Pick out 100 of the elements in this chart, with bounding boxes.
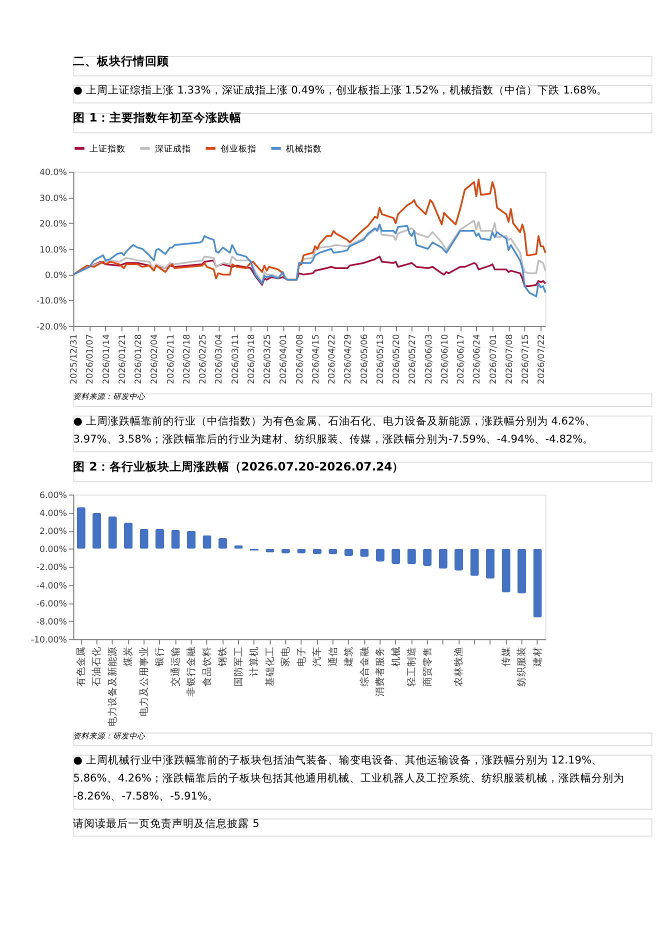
x-tick-label: 2026/05/13: [376, 334, 386, 384]
x-tick-label: 银行: [154, 646, 166, 668]
line-series: [72, 224, 546, 298]
x-tick-label: 有色金属: [74, 646, 87, 686]
legend-label: 机械指数: [286, 143, 322, 154]
x-tick-label: 2026/02/25: [198, 334, 209, 384]
bar: [155, 528, 164, 549]
x-tick-label: 国防军工: [232, 646, 244, 686]
bar: [486, 548, 495, 579]
bar: [108, 516, 117, 549]
x-tick-label: 钢铁: [216, 646, 229, 668]
y-tick-label: 2.00%: [39, 527, 67, 538]
bar: [517, 548, 526, 594]
x-tick-label: 电力及公用事业: [138, 646, 150, 716]
x-tick-label: 轻工制造: [406, 646, 418, 686]
bar: [124, 522, 133, 549]
x-tick-label: 2026/07/01: [488, 334, 499, 384]
x-tick-label: 通信: [326, 646, 339, 666]
x-tick-label: 2026/07/08: [504, 334, 515, 384]
bar: [533, 548, 542, 618]
x-tick-label: 煤炭: [122, 646, 134, 666]
x-tick-label: 2026/01/21: [118, 334, 128, 384]
y-tick-label: 30.0%: [39, 194, 67, 204]
x-tick-label: 2026/05/20: [392, 334, 402, 384]
text: 资料来源：研发中心: [73, 392, 146, 402]
x-tick-label: 2026/04/22: [328, 334, 338, 384]
y-tick-label: -2.00%: [36, 563, 67, 574]
text: 二、板块行情回顾: [73, 54, 170, 68]
x-tick-label: 汽车: [311, 646, 324, 666]
bar: [186, 530, 196, 549]
x-tick-label: 2026/06/17: [456, 334, 467, 384]
y-tick-label: -10.00%: [30, 636, 67, 646]
x-tick-label: 传媒: [500, 646, 512, 666]
x-tick-label: 2026/06/03: [424, 334, 434, 384]
x-tick-label: 2026/01/07: [86, 334, 96, 384]
x-tick-label: 综合金融: [358, 646, 370, 686]
bar: [76, 507, 86, 549]
x-tick-label: 2026/02/18: [182, 334, 192, 384]
chart-title: 图 2：各行业板块上周涨跌幅（2026.07.20-2026.07.24）: [73, 460, 404, 474]
chart-title: 图 1：主要指数年初至今涨跌幅: [73, 110, 242, 125]
y-tick-label: -4.00%: [36, 581, 67, 592]
x-tick-label: 2026/06/10: [440, 334, 450, 384]
x-tick-label: 2026/03/25: [263, 334, 274, 384]
x-tick-label: 2026/06/24: [472, 334, 483, 384]
x-tick-label: 商贸零售: [421, 646, 434, 686]
y-tick-label: 20.0%: [39, 220, 67, 230]
x-tick-label: 食品饮料: [200, 646, 213, 686]
x-tick-label: 2026/04/29: [344, 334, 354, 384]
y-tick-label: -6.00%: [36, 599, 67, 610]
text: ● 上周涨跌幅靠前的行业（中信指数）为有色金属、石油石化、电力设备及新能源，涨跌幅分别为 4.62%、3.97%、3.58%；涨跌幅靠后的行业为建材、纺织服装、传媒，涨跌幅分别为-7.59%、-4.94%、-4.82%。: [73, 414, 596, 446]
x-tick-label: 2025/12/31: [70, 334, 80, 384]
text: 资料来源：研发中心: [73, 731, 146, 740]
x-tick-label: 电力设备及新能源: [106, 646, 118, 726]
x-tick-label: 基础化工: [264, 646, 276, 686]
x-tick-label: 2026/07/22: [537, 334, 548, 384]
x-tick-label: 2026/04/15: [311, 334, 322, 384]
x-tick-label: 2026/02/11: [166, 334, 176, 384]
line-series: [72, 178, 546, 281]
y-tick-label: 0.0%: [44, 270, 67, 281]
x-tick-label: 2026/05/06: [360, 334, 370, 384]
x-tick-label: 交通运输: [169, 646, 182, 686]
bar: [92, 512, 102, 549]
x-tick-label: 消费者服务: [374, 646, 386, 696]
x-tick-label: 非银行金融: [185, 646, 198, 696]
legend-label: 创业板指: [220, 143, 257, 154]
x-tick-label: 计算机: [248, 646, 260, 676]
x-tick-label: 电子: [295, 646, 308, 666]
bar: [218, 538, 228, 549]
bar: [470, 548, 479, 576]
legend-label: 深证成指: [155, 143, 192, 154]
x-tick-label: 2026/03/04: [214, 334, 225, 384]
x-tick-label: 家电: [280, 646, 292, 666]
y-tick-label: 4.00%: [39, 509, 67, 520]
x-tick-label: 2026/04/01: [279, 334, 290, 384]
x-tick-label: 机械: [390, 646, 402, 666]
y-tick-label: -8.00%: [36, 617, 67, 628]
text: ● 上周上证综指上涨 1.33%，深证成指上涨 0.49%，创业板指上涨 1.52%，机械指数（中信）下跌 1.68%。: [73, 84, 608, 97]
x-tick-label: 石油石化: [90, 646, 103, 686]
y-tick-label: 6.00%: [39, 490, 67, 501]
text: ● 上周机械行业中涨跌幅靠前的子板块包括油气装备、输变电设备、其他运输设备，涨跌幅分别为 12.19%、5.86%、4.26%；涨跌幅靠后的子板块包括其他通用机械、工业机器人及工控系统、纺织服装机械，涨跌幅分别为-8.26%、-7.58%、-5.91%。: [73, 753, 624, 802]
x-tick-label: 2026/01/28: [134, 334, 144, 384]
y-tick-label: 10.0%: [39, 245, 67, 256]
x-tick-label: 2026/05/27: [408, 334, 418, 384]
y-tick-label: -10.0%: [36, 296, 67, 307]
y-tick-label: 40.0%: [39, 168, 67, 178]
legend-label: 上证指数: [90, 143, 126, 154]
y-tick-label: 0.00%: [39, 545, 67, 556]
x-tick-label: 2026/01/14: [102, 334, 112, 384]
y-tick-label: -20.0%: [36, 322, 67, 332]
x-tick-label: 纺织服装: [516, 646, 528, 686]
x-tick-label: 2026/04/08: [295, 334, 306, 384]
x-tick-label: 2026/03/18: [246, 334, 257, 384]
x-tick-label: 建筑: [342, 646, 355, 668]
x-tick-label: 2026/03/11: [230, 334, 241, 384]
bar: [502, 548, 510, 592]
x-tick-label: 建材: [531, 646, 544, 668]
x-tick-label: 2026/02/04: [150, 334, 160, 384]
x-tick-label: 农林牧渔: [452, 646, 465, 686]
text: 请阅读最后一页免责声明及信息披露 5: [73, 817, 260, 830]
x-tick-label: 2026/07/15: [521, 334, 532, 384]
